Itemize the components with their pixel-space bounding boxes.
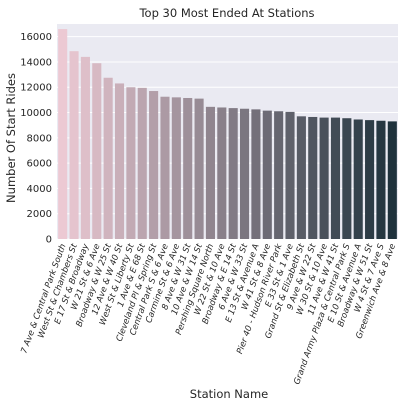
bar [376,120,386,239]
y-tick-label: 6000 [27,159,52,170]
bar [171,97,181,239]
bar [308,116,318,239]
bar [58,29,68,240]
x-axis-title: Station Name [190,387,268,401]
y-tick-label: 0 [46,235,52,246]
y-tick-label: 14000 [20,57,52,68]
bar [217,107,227,239]
bar [92,63,102,240]
y-tick-label: 10000 [20,108,52,119]
y-tick-label: 12000 [20,83,52,94]
bar [183,97,193,240]
bar [103,77,113,239]
bar [274,111,284,239]
y-tick-label: 16000 [20,32,52,43]
bar [149,91,159,239]
bar [251,109,261,240]
bar [160,96,170,239]
y-tick-label: 8000 [27,133,52,144]
bar [353,119,363,239]
bar [194,98,204,240]
y-axis-title: Number Of Start Rides [4,73,18,203]
bar [240,108,250,240]
bar [342,118,352,239]
bar [69,51,79,239]
y-tick-label: 4000 [27,184,52,195]
bar [285,111,295,239]
y-axis-ticks: 0 2000 4000 6000 8000 10000 12000 14000 16000 [20,32,52,245]
bars [58,29,397,240]
bar [80,56,90,239]
bar [387,121,397,239]
bar [319,117,329,239]
y-tick-label: 2000 [27,209,52,220]
chart-title: Top 30 Most Ended At Stations [138,6,314,20]
bar [114,83,125,239]
bar [296,116,306,239]
bar [330,117,341,239]
bar [126,87,136,240]
bar [137,87,147,240]
gridlines [57,36,398,240]
bar [205,106,215,239]
bar [228,108,238,239]
bar [262,110,272,239]
bar [365,120,375,239]
plot-area [57,24,398,239]
